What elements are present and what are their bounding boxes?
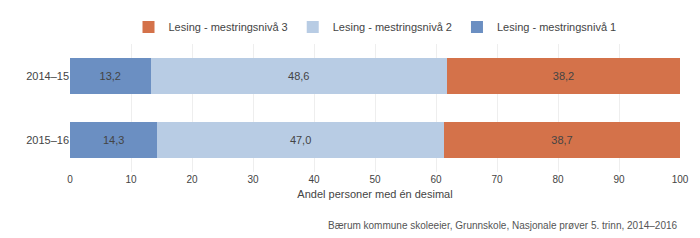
svg-text:47,0: 47,0 <box>290 134 311 146</box>
svg-text:100: 100 <box>672 174 689 185</box>
svg-text:38,7: 38,7 <box>551 134 572 146</box>
svg-text:70: 70 <box>491 174 503 185</box>
svg-text:38,2: 38,2 <box>553 70 574 82</box>
svg-text:20: 20 <box>186 174 198 185</box>
svg-text:48,6: 48,6 <box>288 70 309 82</box>
svg-text:13,2: 13,2 <box>100 70 121 82</box>
svg-text:80: 80 <box>552 174 564 185</box>
svg-text:50: 50 <box>369 174 381 185</box>
svg-text:Andel personer med én desimal: Andel personer med én desimal <box>297 188 452 200</box>
svg-text:Lesing - mestringsnivå 2: Lesing - mestringsnivå 2 <box>333 21 452 33</box>
svg-text:Lesing - mestringsnivå 3: Lesing - mestringsnivå 3 <box>169 21 288 33</box>
svg-text:Lesing - mestringsnivå 1: Lesing - mestringsnivå 1 <box>497 21 616 33</box>
svg-text:40: 40 <box>308 174 320 185</box>
svg-text:60: 60 <box>430 174 442 185</box>
svg-text:0: 0 <box>67 174 73 185</box>
svg-text:90: 90 <box>613 174 625 185</box>
svg-text:10: 10 <box>125 174 137 185</box>
svg-text:30: 30 <box>247 174 259 185</box>
svg-text:2015–16: 2015–16 <box>26 134 69 146</box>
svg-text:Bærum kommune skoleeier, Grunn: Bærum kommune skoleeier, Grunnskole, Nas… <box>328 220 678 231</box>
svg-text:14,3: 14,3 <box>103 134 124 146</box>
svg-text:2014–15: 2014–15 <box>26 70 69 82</box>
